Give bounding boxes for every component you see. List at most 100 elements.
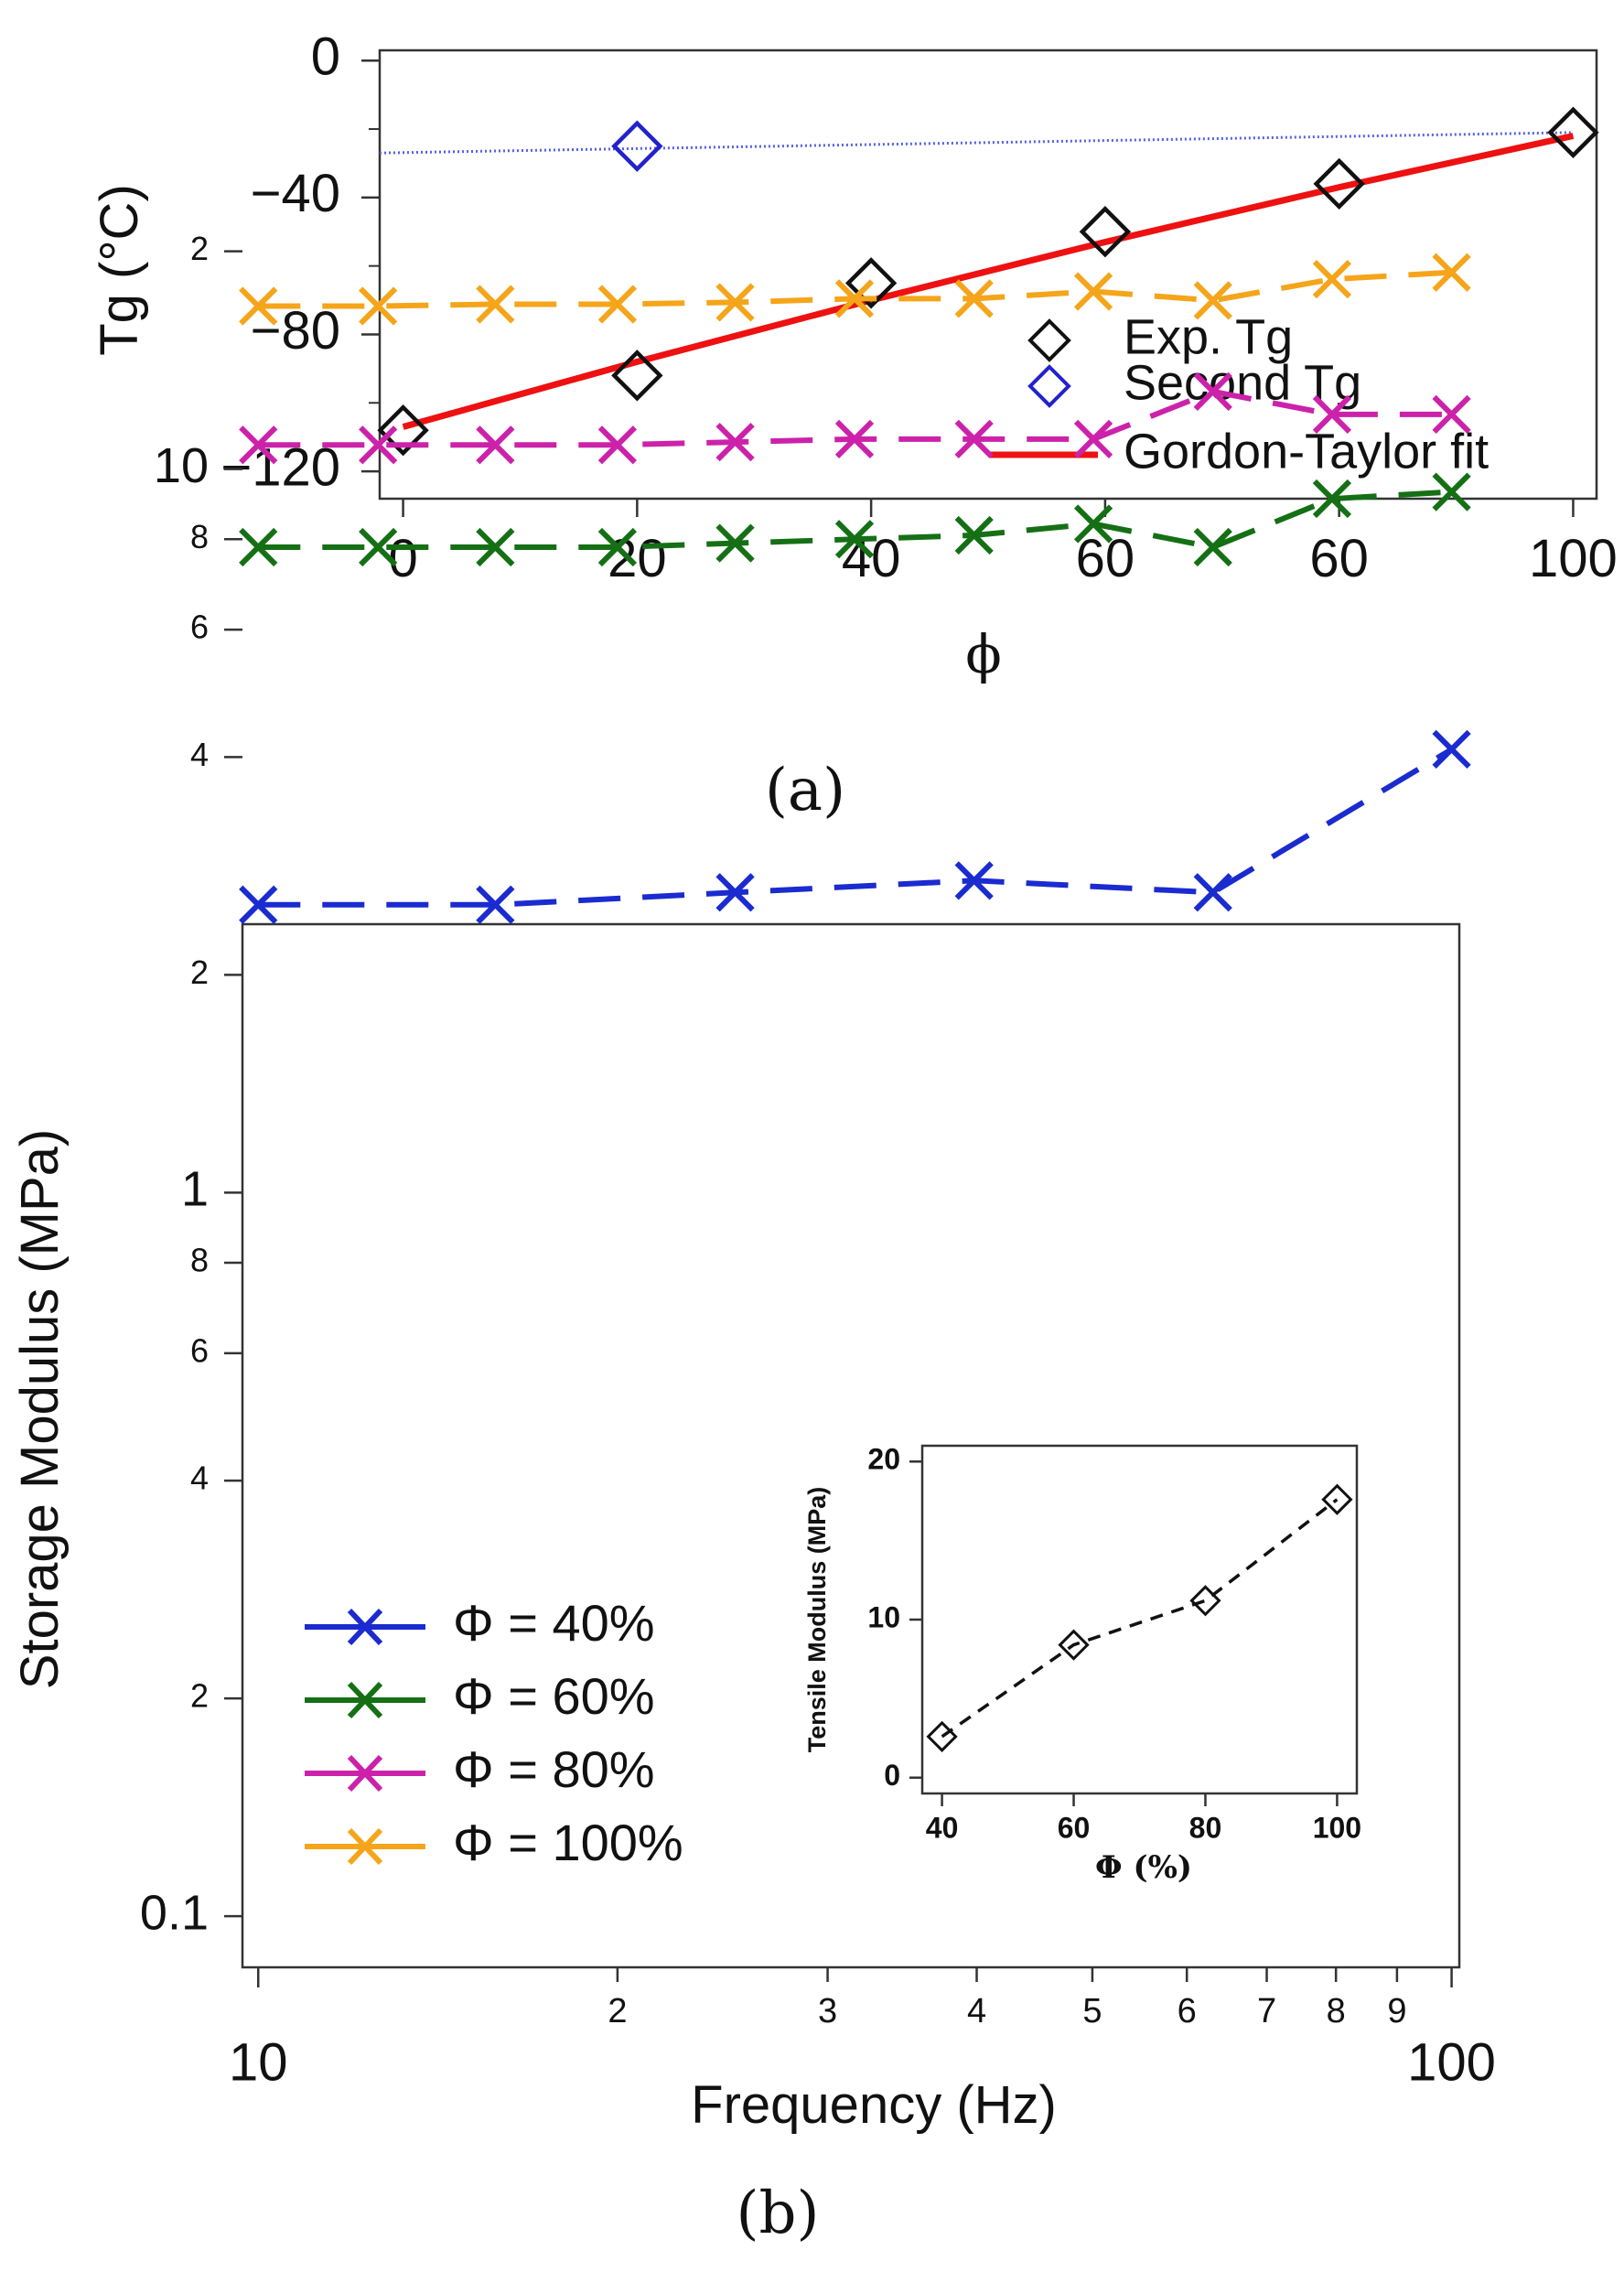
data-point-phi-60: [954, 515, 994, 555]
data-point-phi-60: [239, 527, 278, 567]
x-tick-label: 7: [1257, 1992, 1276, 2030]
exp-tg-point: [1313, 157, 1365, 210]
legend-marker-phi-40: [347, 1608, 383, 1646]
legend-marker-phi-100: [347, 1827, 383, 1866]
x-major-tick-label: 100: [1407, 2032, 1496, 2092]
y-tick-label: 1: [181, 1162, 209, 1217]
inset-x-tick-label: 80: [1189, 1811, 1222, 1844]
gordon-taylor-fit-line: [402, 133, 1575, 430]
data-point-phi-40: [239, 885, 278, 924]
x-tick-label: 6: [1178, 1992, 1197, 2030]
data-point-phi-80: [834, 419, 875, 459]
legend-label-phi-80: Φ = 80%: [453, 1740, 655, 1798]
panel-b-y-axis: 0.1 2 4 6 8 1 2 4 6 8 10 2: [140, 230, 242, 1940]
exp-tg-point: [844, 257, 898, 309]
data-point-phi-100: [1312, 260, 1352, 299]
inset-y-tick-label: 20: [867, 1443, 900, 1476]
panel-a-frame: [378, 48, 1598, 501]
data-point-phi-100: [597, 285, 638, 324]
inset-y-axis-label: Tensile Modulus (MPa): [803, 1487, 831, 1753]
panel-b-legend: Φ = 40% Φ = 60% Φ = 80% Φ = 100%: [305, 1594, 683, 1871]
x-tick-label: 2: [608, 1992, 627, 2030]
x-tick-label: 100: [1529, 529, 1618, 588]
inset-plot-area: [926, 1483, 1353, 1752]
panel-b-caption: (b): [737, 2180, 820, 2247]
data-point-phi-60: [1432, 472, 1471, 512]
data-point-phi-60: [359, 527, 398, 567]
y-tick-label: 4: [190, 1459, 209, 1497]
x-tick-label: 9: [1387, 1992, 1406, 2030]
x-tick-label: 8: [1327, 1992, 1346, 2030]
data-point-phi-80: [359, 425, 398, 465]
data-point-phi-40: [476, 885, 515, 924]
inset-x-tick-label: 60: [1058, 1811, 1091, 1844]
panel-b-frame: [241, 922, 1461, 1969]
data-point-phi-60: [1073, 504, 1113, 544]
panel-a-y-axis-label: Tg (°C): [90, 184, 149, 356]
legend-label-phi-40: Φ = 40%: [453, 1594, 655, 1652]
data-point-phi-100: [834, 279, 875, 318]
data-point-phi-40: [1193, 873, 1232, 912]
x-tick-label: 4: [967, 1992, 986, 2030]
data-point-phi-60: [1193, 527, 1232, 567]
legend-label-phi-60: Φ = 60%: [453, 1667, 655, 1725]
data-point-phi-80: [476, 425, 515, 465]
series-line-phi-40: [258, 747, 1454, 908]
panel-a-y-axis: 0−40−80−120: [220, 27, 380, 497]
exp-tg-point: [1547, 106, 1599, 158]
x-tick-label: 20: [608, 529, 667, 588]
data-point-phi-100: [715, 283, 755, 322]
panel-b-y-axis-label: Storage Modulus (MPa): [10, 1129, 70, 1689]
panel-b-plot-area: [239, 253, 1471, 924]
y-tick-label: −120: [220, 437, 340, 497]
x-tick-label: 3: [818, 1992, 837, 2030]
y-tick-label: 2: [190, 953, 209, 991]
panel-b-x-axis: 2 3 4 5 6 7 8 9 10 100: [229, 1967, 1496, 2092]
y-tick-label: 0.1: [140, 1885, 209, 1940]
tensile-modulus-point: [1058, 1629, 1090, 1661]
inset-y-axis: 0 10 20: [867, 1443, 922, 1792]
y-tick-label: 6: [190, 608, 209, 646]
inset-x-axis-label: Φ (%): [1095, 1849, 1192, 1886]
x-major-tick-label: 10: [229, 2032, 288, 2092]
data-point-phi-100: [1432, 253, 1471, 292]
inset-x-axis: 40 60 80 100: [926, 1793, 1361, 1844]
second-tg-point: [611, 120, 663, 172]
panel-a-chart: 0 20 40 60 60 100 0−40−80−120 ϕ Tg (°C) Exp. …: [90, 27, 1618, 824]
y-tick-label: −40: [251, 164, 340, 223]
exp-tg-point: [611, 350, 663, 402]
legend-marker-exp-tg: [1027, 318, 1071, 362]
data-point-phi-100: [1073, 272, 1113, 311]
legend-marker-second-tg: [1027, 364, 1071, 408]
panel-b-inset: 40 60 80 100 0 10 20 Φ (%) Tensile Modulus (M…: [803, 1443, 1361, 1886]
x-tick-label: 60: [1309, 529, 1369, 588]
tensile-modulus-point: [1321, 1483, 1353, 1515]
data-point-phi-80: [239, 425, 278, 465]
y-tick-label: 0: [311, 27, 340, 87]
y-tick-label: 6: [190, 1331, 209, 1369]
inset-x-tick-label: 100: [1313, 1811, 1361, 1844]
y-tick-label: 10: [154, 438, 209, 493]
data-point-phi-80: [1432, 394, 1471, 435]
panel-a-x-axis-label: ϕ: [965, 623, 1002, 685]
data-point-phi-100: [1193, 281, 1232, 320]
data-point-phi-100: [954, 279, 994, 318]
exp-tg-point: [1079, 206, 1132, 258]
exp-tg-point: [377, 404, 429, 457]
data-point-phi-80: [1193, 372, 1232, 412]
y-tick-label: 8: [190, 1242, 209, 1279]
x-tick-label: 5: [1082, 1992, 1102, 2030]
inset-frame: [920, 1444, 1359, 1795]
data-point-phi-40: [715, 873, 755, 912]
y-tick-label: 8: [190, 518, 209, 555]
data-point-phi-80: [1312, 394, 1352, 435]
legend-label-gordon-taylor: Gordon-Taylor fit: [1124, 424, 1489, 479]
data-point-phi-60: [597, 527, 638, 567]
data-point-phi-100: [476, 285, 515, 324]
data-point-phi-40: [954, 861, 994, 900]
y-tick-label: 2: [190, 1677, 209, 1715]
y-tick-label: 4: [190, 736, 209, 773]
